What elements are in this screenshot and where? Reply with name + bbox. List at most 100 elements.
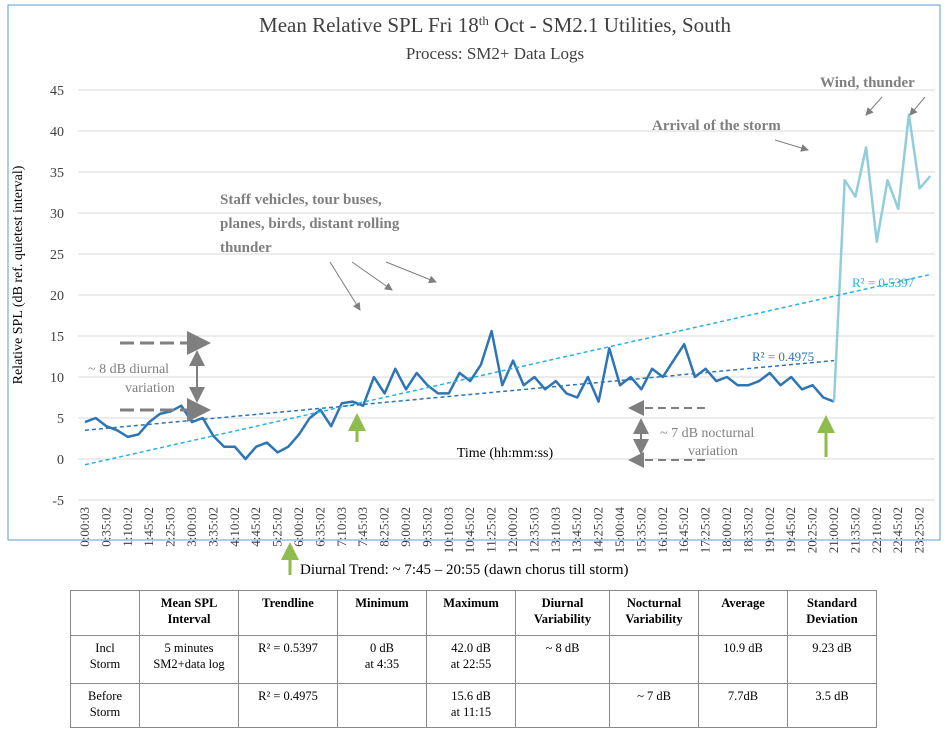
x-tick-label: 21:35:02 [847,507,862,553]
x-tick-label: 0:00:03 [77,507,92,547]
annotation: thunder [220,240,272,256]
x-tick-label: 13:45:02 [569,507,584,553]
cell-text: 9.23 dB [812,641,852,655]
x-axis-label: Time (hh:mm:ss) [457,446,554,461]
trendline [84,359,835,432]
arrow [329,261,361,311]
table-cell: Maximum [426,590,516,636]
x-tick-label: 16:10:02 [655,507,670,553]
chart-border [7,4,941,541]
cell-text: Interval [167,612,211,626]
x-tick-label: 0:35:02 [98,507,113,547]
cell-text: Nocturnal [626,596,682,610]
x-tick-label: 11:25:02 [484,507,499,553]
cell-text: Maximum [443,596,499,610]
arrows [120,96,926,468]
title-part: Mean Relative SPL Fri 18 [259,13,479,37]
chart-title: Mean Relative SPL Fri 18th Oct - SM2.1 U… [259,13,731,37]
table-cell: Before Storm [70,683,140,728]
green-arrows [281,413,835,575]
table-cell: ~ 7 dB [609,683,699,728]
y-tick-label: 15 [50,330,64,345]
table-cell [515,683,610,728]
title-part: Oct - SM2.1 Utilities, South [489,13,732,37]
annotation: variation [688,444,738,459]
x-tick-label: 2:25:03 [163,507,178,547]
table-cell: 9.23 dB [787,635,877,684]
table-cell: Standard Deviation [787,590,877,636]
cell-text: Variability [625,612,683,626]
table-cell: Trendline [238,590,338,636]
cell-text: 7.7dB [727,689,759,703]
cell-text: Mean SPL [160,596,218,610]
cell-text: R² = 0.4975 [258,689,318,703]
table-row: Incl Storm 5 minutes SM2+data log R² = 0.539… [70,635,877,684]
y-tick-label: 0 [57,453,64,468]
cell-text: 5 minutes [164,641,214,655]
marks [84,113,932,466]
arrow [865,96,883,116]
chart-subtitle: Process: SM2+ Data Logs [406,44,584,63]
table-cell: 0 dB at 4:35 [337,635,427,684]
footnote: Diurnal Trend: ~ 7:45 – 20:55 (dawn chor… [300,562,629,578]
arrow [351,261,393,291]
x-tick-label: 9:35:02 [419,507,434,547]
x-tick-label: 6:00:02 [291,507,306,547]
x-tick-label: 9:00:02 [398,507,413,547]
table-cell: 3.5 dB [787,683,877,728]
table-cell [609,635,699,684]
trendline-label: R² = 0.4975 [752,349,814,364]
table-cell: ~ 8 dB [515,635,610,684]
x-tick-label: 4:45:02 [248,507,263,547]
cell-text: Storm [89,705,121,719]
x-tick-label: 1:45:02 [141,507,156,547]
table-cell: Average [698,590,788,636]
cell-text: Storm [89,657,121,671]
x-tick-label: 16:45:02 [676,507,691,553]
table-cell: Incl Storm [70,635,140,684]
arrow [774,139,809,152]
annotation: planes, birds, distant rolling [220,216,400,232]
x-tick-label: 19:45:02 [783,507,798,553]
cell-text: 10.9 dB [723,641,763,655]
y-tick-label: 35 [50,166,64,181]
table-row: Before Storm R² = 0.4975 15.6 dB at 11:15 ~ 7… [70,683,877,728]
y-tick-label: 25 [50,248,64,263]
table-cell [337,683,427,728]
table-cell: 10.9 dB [698,635,788,684]
x-tick-label: 22:45:02 [890,507,905,553]
cell-text: Minimum [355,596,409,610]
cell-text: SM2+data log [153,657,225,671]
x-tick-label: 3:35:02 [205,507,220,547]
x-tick-label: 10:10:03 [441,507,456,553]
table-cell: 5 minutes SM2+data log [139,635,239,684]
x-tick-label: 15:00:04 [612,507,627,554]
table-cell: Diurnal Variability [515,590,610,636]
x-tick-label: 3:00:03 [184,507,199,547]
x-tick-label: 7:45:03 [355,507,370,547]
cell-text: 15.6 dB [451,689,491,703]
annotation: Wind, thunder [820,75,915,91]
cell-text: Trendline [262,596,314,610]
table-cell: 7.7dB [698,683,788,728]
x-tick-label: 14:25:02 [591,507,606,553]
cell-text: 0 dB [370,641,394,655]
x-tick-label: 19:10:02 [762,507,777,553]
summary-table: Mean SPL Interval Trendline Minimum Maximum D… [70,590,877,728]
x-tick-label: 4:10:02 [227,507,242,547]
x-tick-label: 8:25:02 [377,507,392,547]
cell-text: at 4:35 [364,657,400,671]
grid [78,89,935,501]
cell-text: at 11:15 [450,705,492,719]
cell-text: Standard [806,596,858,610]
cell-text: 42.0 dB [451,641,491,655]
cell-text: ~ 8 dB [545,641,580,655]
y-tick-label: 30 [50,207,64,222]
table-cell: R² = 0.4975 [238,683,338,728]
x-tick-label: 20:25:02 [805,507,820,553]
chart: Mean Relative SPL Fri 18th Oct - SM2.1 U… [7,4,941,578]
x-tick-label: 18:00:02 [719,507,734,553]
cell-text: Diurnal [541,596,584,610]
cell-text: R² = 0.5397 [258,641,318,655]
